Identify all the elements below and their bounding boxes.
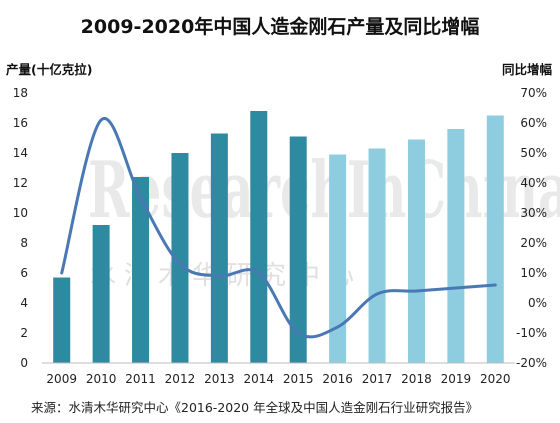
y-left-tick-label: 6 [20,266,28,280]
y-right-tick-label: 30% [520,206,547,220]
bar-series [53,111,504,363]
x-tick-label: 2009 [46,372,77,386]
y-left-tick-label: 10 [13,206,28,220]
y-axis-left-ticks: 0 2 4 6 8 10 12 14 16 18 [13,86,28,370]
x-tick-label: 2016 [322,372,353,386]
x-tick-label: 2017 [362,372,393,386]
y-axis-right-title: 同比增幅 [502,62,553,77]
y-left-tick-label: 16 [13,116,28,130]
y-right-tick-label: 20% [520,236,547,250]
bar [289,136,307,363]
y-right-tick-label: 40% [520,176,547,190]
y-axis-left-title: 产量(十亿克拉) [6,62,92,77]
bar [171,153,189,363]
growth-line-series [60,116,497,339]
y-right-tick-label: 70% [520,86,547,100]
bar [132,177,150,363]
x-tick-label: 2012 [165,372,196,386]
bar [407,139,425,363]
x-tick-label: 2010 [86,372,117,386]
y-right-tick-label: -10% [516,326,547,340]
x-tick-label: 2014 [244,372,275,386]
x-tick-label: 2013 [204,372,235,386]
bar [447,129,465,363]
watermark: ResearchInChina [88,146,560,236]
x-tick-label: 2018 [401,372,432,386]
x-axis-ticks: 2009 2010 2011 2012 2013 2014 2015 2016 2017 2018… [46,372,510,386]
y-left-tick-label: 14 [13,146,28,160]
x-tick-label: 2011 [125,372,156,386]
source-note: 来源：水清木华研究中心《2016-2020 年全球及中国人造金刚石行业研究报告》 [31,400,478,415]
y-axis-right-ticks: -20% -10% 0% 10% 20% 30% 40% 50% 60% 70% [516,86,547,370]
bar [250,111,268,363]
y-right-tick-label: -20% [516,356,547,370]
bar [92,225,110,363]
bar [368,148,386,363]
y-right-tick-label: 0% [528,296,547,310]
chart-title: 2009-2020年中国人造金刚石产量及同比增幅 [81,15,480,38]
y-left-tick-label: 18 [13,86,28,100]
bar [486,115,504,363]
bar [53,277,71,363]
y-left-tick-label: 0 [20,356,28,370]
y-right-tick-label: 60% [520,116,547,130]
bar [329,154,347,363]
bar [210,133,228,363]
x-tick-label: 2019 [441,372,472,386]
y-left-tick-label: 2 [20,326,28,340]
growth-line [60,116,497,339]
x-tick-label: 2015 [283,372,314,386]
y-right-tick-label: 10% [520,266,547,280]
x-tick-label: 2020 [480,372,511,386]
y-right-tick-label: 50% [520,146,547,160]
y-left-tick-label: 8 [20,236,28,250]
y-left-tick-label: 4 [20,296,28,310]
y-left-tick-label: 12 [13,176,28,190]
